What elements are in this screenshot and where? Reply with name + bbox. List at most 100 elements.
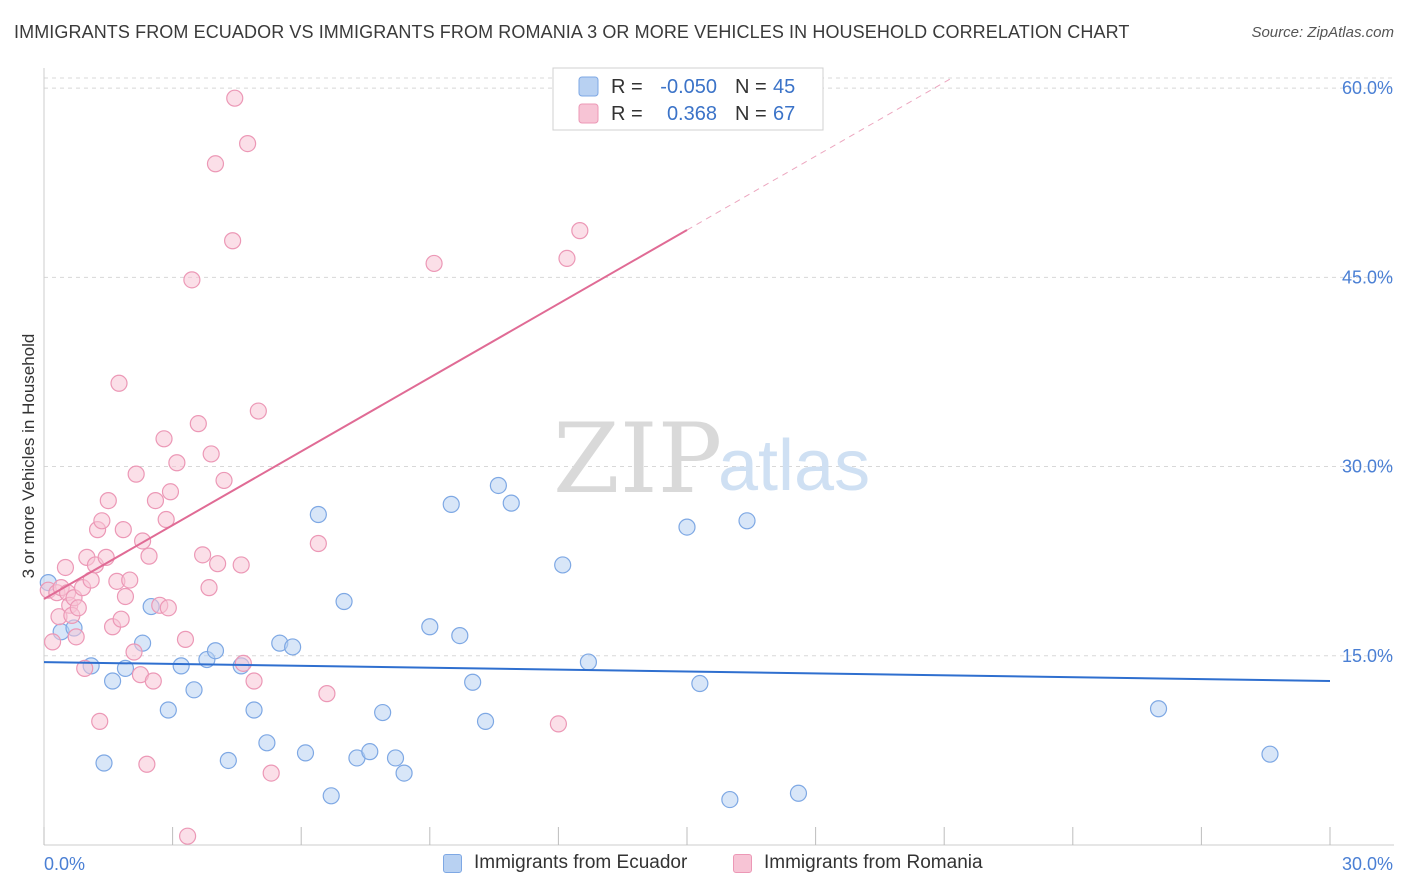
ecuador-point [502, 494, 520, 512]
y-tick-label: 15.0% [1342, 646, 1393, 666]
romania-trend-line [43, 229, 688, 600]
romania-point [121, 571, 139, 589]
ecuador-point [95, 754, 113, 772]
ecuador-point [476, 712, 495, 730]
romania-point [200, 579, 218, 597]
romania-point [245, 672, 263, 690]
ecuador-trend-line [43, 661, 1331, 683]
romania-point [194, 546, 212, 564]
ecuador-point [579, 653, 598, 671]
trend-lines [43, 77, 1331, 683]
romania-point [144, 672, 162, 690]
romania-point [159, 599, 177, 617]
ecuador-point [296, 744, 315, 762]
romania-point [67, 628, 85, 646]
ecuador-point [374, 703, 392, 722]
romania-point [43, 633, 62, 651]
ecuador-point [185, 681, 203, 699]
romania-point [318, 685, 336, 703]
romania-point [127, 465, 145, 483]
romania-point [168, 454, 186, 472]
legend-swatch-ecuador [578, 76, 599, 97]
legend-ecuador-n-label: N = [735, 76, 767, 98]
romania-point [99, 492, 117, 510]
romania-point [558, 249, 576, 267]
x-tick-label-max: 30.0% [1342, 854, 1393, 874]
ecuador-point [395, 764, 413, 782]
romania-point [179, 827, 197, 845]
ecuador-point [206, 642, 225, 660]
romania-point [189, 415, 207, 433]
watermark-zip: ZIP [553, 403, 722, 515]
romania-point [110, 374, 128, 392]
romania-point [226, 89, 244, 107]
romania-point [140, 547, 158, 565]
legend-ecuador-r-label: R = [611, 76, 643, 98]
legend-ecuador-r-value: -0.050 [660, 76, 717, 98]
romania-point [112, 610, 130, 628]
legend-romania-r-label: R = [611, 103, 643, 125]
romania-point [69, 599, 87, 617]
legend-item-ecuador[interactable]: Immigrants from Ecuador [443, 852, 687, 874]
romania-point [176, 630, 195, 648]
ecuador-point [172, 657, 190, 675]
ecuador-swatch [443, 853, 462, 873]
y-axis-tick-labels: 15.0% 30.0% 45.0% 60.0% [1342, 78, 1393, 666]
romania-point [425, 254, 443, 273]
ecuador-point [554, 556, 572, 574]
ecuador-point [678, 518, 696, 536]
ecuador-point [309, 505, 327, 524]
legend-romania-r-value: 0.368 [667, 103, 717, 125]
axes [43, 68, 1394, 846]
ecuador-points [39, 476, 1279, 809]
ecuador-point [284, 638, 302, 656]
y-tick-label: 45.0% [1342, 267, 1393, 287]
ecuador-point [421, 618, 439, 636]
ecuador-point [489, 476, 507, 495]
romania-point [157, 510, 175, 529]
ecuador-point [442, 495, 460, 513]
romania-point [183, 271, 201, 289]
legend-item-romania[interactable]: Immigrants from Romania [733, 852, 983, 874]
ecuador-point [691, 674, 709, 693]
correlation-legend: R = -0.050 N = 45 R = 0.368 N = 67 [552, 67, 824, 131]
romania-point [116, 587, 135, 606]
romania-point [206, 155, 225, 173]
romania-point [309, 534, 327, 553]
ecuador-point [103, 672, 122, 690]
romania-trend-extension [686, 77, 953, 231]
romania-point [232, 556, 250, 574]
romania-point [155, 430, 173, 448]
ecuador-point [361, 743, 379, 761]
ecuador-point [335, 592, 353, 611]
ecuador-point [789, 784, 808, 802]
ecuador-point [738, 512, 756, 530]
ecuador-point [1149, 700, 1168, 718]
watermark-atlas: atlas [718, 426, 870, 506]
series-legend: Immigrants from Ecuador Immigrants from … [0, 852, 1406, 878]
romania-swatch [733, 853, 752, 873]
ecuador-point [116, 659, 135, 677]
romania-point [262, 764, 280, 782]
legend-swatch-romania [578, 103, 599, 124]
ecuador-point [159, 701, 177, 719]
y-tick-label: 60.0% [1342, 78, 1393, 98]
romania-point [76, 659, 94, 677]
ecuador-point [721, 790, 739, 809]
romania-points [39, 89, 589, 845]
romania-point [249, 402, 267, 420]
legend-label-romania: Immigrants from Romania [764, 852, 983, 873]
chart-title: IMMIGRANTS FROM ECUADOR VS IMMIGRANTS FR… [14, 22, 1130, 42]
romania-point [549, 715, 568, 733]
ecuador-point [451, 626, 469, 645]
legend-romania-n-label: N = [735, 103, 767, 125]
x-tick-label-min: 0.0% [44, 854, 85, 874]
romania-point [234, 654, 252, 672]
romania-point [114, 521, 132, 539]
x-axis-ticks [43, 827, 1331, 845]
legend-ecuador-n-value: 45 [773, 76, 795, 98]
romania-point [125, 643, 143, 661]
ecuador-point [464, 673, 482, 691]
ecuador-point [245, 701, 263, 719]
